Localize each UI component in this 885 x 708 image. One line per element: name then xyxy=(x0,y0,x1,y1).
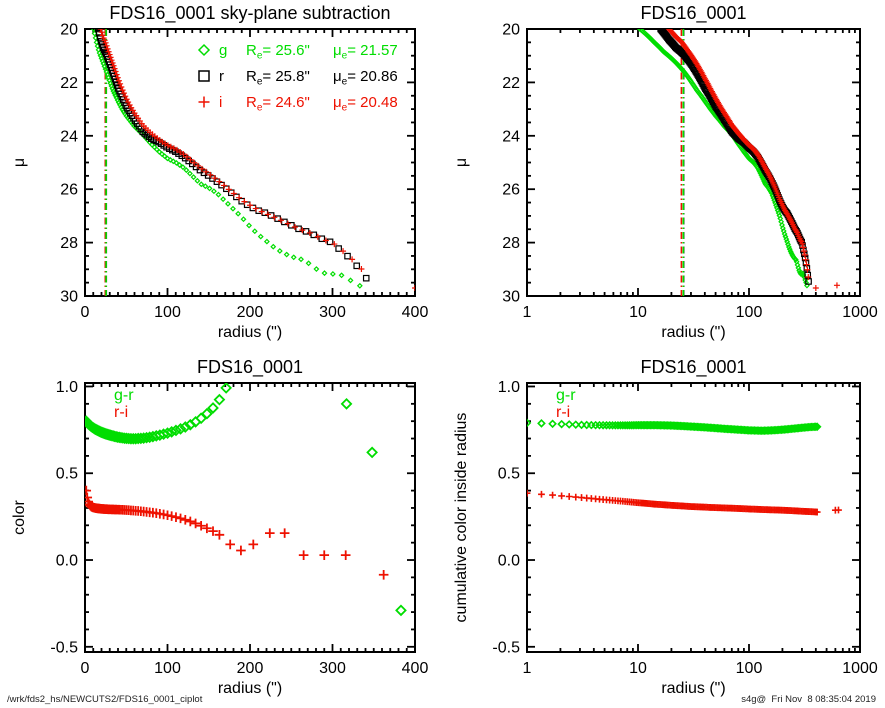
svg-text:0.0: 0.0 xyxy=(56,553,78,570)
svg-text:100: 100 xyxy=(154,304,181,321)
legend-text: μe= 20.48 xyxy=(333,94,398,114)
legend-symbol-r xyxy=(198,70,210,82)
svg-text:28: 28 xyxy=(60,235,78,252)
effective-radius-lines xyxy=(104,29,108,296)
svg-text:0: 0 xyxy=(81,304,90,321)
footer-file-path: /wrk/fds2_hs/NEWCUTS2/FDS16_0001_ciplot xyxy=(7,694,203,705)
legend-text: Re= 24.6" xyxy=(246,94,310,114)
y-axis-label: μ xyxy=(453,158,470,167)
tick-labels: 0 100 200 300 400 20 22 24 26 28 30 xyxy=(60,22,428,322)
svg-text:-0.5: -0.5 xyxy=(492,639,520,656)
chart-title: FDS16_0001 xyxy=(640,357,746,378)
svg-text:26: 26 xyxy=(502,182,520,199)
svg-text:400: 400 xyxy=(402,660,429,677)
svg-text:300: 300 xyxy=(319,660,346,677)
axis-box xyxy=(84,382,416,653)
svg-text:1: 1 xyxy=(523,660,532,677)
legend-label-r-i: r-i xyxy=(556,404,570,421)
svg-text:300: 300 xyxy=(319,304,346,321)
top-left-chart: FDS16_0001 sky-plane subtraction 0 100 200 3… xyxy=(11,3,428,341)
bottom-right-chart: FDS16_0001 1 10 100 1000 -0.5 0.0 0.5 1.0 radius … xyxy=(453,357,878,697)
x-axis-label: radius (") xyxy=(218,324,282,341)
svg-text:0.5: 0.5 xyxy=(56,466,78,483)
x-axis-label: radius (") xyxy=(661,324,725,341)
legend-text: Re= 25.6" xyxy=(246,42,310,62)
series-g-r xyxy=(527,418,822,436)
series-i xyxy=(665,29,840,291)
svg-text:28: 28 xyxy=(502,235,520,252)
svg-text:20: 20 xyxy=(60,22,78,39)
svg-text:22: 22 xyxy=(60,75,78,92)
svg-text:0.0: 0.0 xyxy=(498,553,520,570)
svg-text:100: 100 xyxy=(736,304,763,321)
axis-box xyxy=(526,382,861,653)
series-i xyxy=(97,29,415,291)
series-g xyxy=(90,29,363,289)
svg-text:100: 100 xyxy=(154,660,181,677)
svg-text:100: 100 xyxy=(736,660,763,677)
svg-text:24: 24 xyxy=(502,128,520,145)
y-axis-label: μ xyxy=(11,158,28,167)
svg-text:200: 200 xyxy=(237,660,264,677)
legend-band-label: r xyxy=(219,68,224,85)
svg-text:400: 400 xyxy=(402,304,429,321)
legend-label-g-r: g-r xyxy=(114,387,134,404)
legend-text: μe= 20.86 xyxy=(333,68,398,88)
legend-label-r-i: r-i xyxy=(114,404,128,421)
chart-title: FDS16_0001 xyxy=(197,357,303,378)
svg-text:10: 10 xyxy=(629,660,647,677)
svg-text:22: 22 xyxy=(502,75,520,92)
panel-top-left: FDS16_0001 sky-plane subtraction 0 100 200 3… xyxy=(0,0,442,354)
panel-bottom-right: FDS16_0001 1 10 100 1000 -0.5 0.0 0.5 1.0 radius … xyxy=(442,354,885,708)
svg-text:-0.5: -0.5 xyxy=(50,639,78,656)
tick-labels: 1 10 100 1000 20 22 24 26 28 30 xyxy=(502,22,878,322)
series-g xyxy=(636,29,810,289)
svg-text:0: 0 xyxy=(81,660,90,677)
legend: g Re= 25.6" μe= 21.57 r Re= 25.8" μe= 20.86 i R… xyxy=(197,42,398,114)
series-r-i xyxy=(527,489,842,516)
tick-labels: 0 100 200 300 400 -0.5 0.0 0.5 1.0 xyxy=(50,379,428,677)
svg-text:30: 30 xyxy=(502,289,520,306)
svg-text:1000: 1000 xyxy=(842,660,878,677)
legend: g-rr-i xyxy=(114,387,134,421)
svg-text:24: 24 xyxy=(60,128,78,145)
svg-text:30: 30 xyxy=(60,289,78,306)
series-g-r xyxy=(85,383,407,617)
legend-band-label: i xyxy=(219,94,222,111)
axis-ticks xyxy=(84,28,416,297)
svg-text:200: 200 xyxy=(237,304,264,321)
tick-labels: 1 10 100 1000 -0.5 0.0 0.5 1.0 xyxy=(492,379,877,677)
panel-top-right: FDS16_0001 1 10 100 1000 20 22 24 26 28 30 radius (… xyxy=(442,0,885,354)
legend-text: Re= 25.8" xyxy=(246,68,310,88)
axis-ticks xyxy=(84,383,416,652)
legend-symbol-i xyxy=(198,96,210,108)
bottom-left-chart: FDS16_0001 0 100 200 300 400 -0.5 0.0 0.5 1.0 radi… xyxy=(11,357,428,697)
legend-text: μe= 21.57 xyxy=(333,42,398,62)
y-axis-label: color xyxy=(11,499,28,534)
x-axis-label: radius (") xyxy=(661,680,725,697)
chart-title: FDS16_0001 xyxy=(640,3,746,24)
x-axis-label: radius (") xyxy=(218,680,282,697)
svg-text:0.5: 0.5 xyxy=(498,466,520,483)
top-right-chart: FDS16_0001 1 10 100 1000 20 22 24 26 28 30 radius (… xyxy=(453,3,878,341)
series-r-i xyxy=(85,485,389,580)
y-axis-label: cumulative color inside radius xyxy=(453,413,470,623)
axis-ticks xyxy=(526,28,861,297)
svg-text:1000: 1000 xyxy=(842,304,878,321)
footer-timestamp: s4g@ Fri Nov 8 08:35:04 2019 xyxy=(741,694,876,705)
chart-title: FDS16_0001 sky-plane subtraction xyxy=(109,3,390,24)
legend-symbol-g xyxy=(197,43,211,57)
svg-text:20: 20 xyxy=(502,22,520,39)
svg-text:1.0: 1.0 xyxy=(56,379,78,396)
svg-text:1.0: 1.0 xyxy=(498,379,520,396)
legend-band-label: g xyxy=(219,42,227,59)
panel-bottom-left: FDS16_0001 0 100 200 300 400 -0.5 0.0 0.5 1.0 radi… xyxy=(0,354,442,708)
svg-text:1: 1 xyxy=(523,304,532,321)
svg-text:26: 26 xyxy=(60,182,78,199)
svg-text:10: 10 xyxy=(629,304,647,321)
legend-label-g-r: g-r xyxy=(556,387,576,404)
legend: g-rr-i xyxy=(556,387,576,421)
series-r xyxy=(94,29,370,282)
